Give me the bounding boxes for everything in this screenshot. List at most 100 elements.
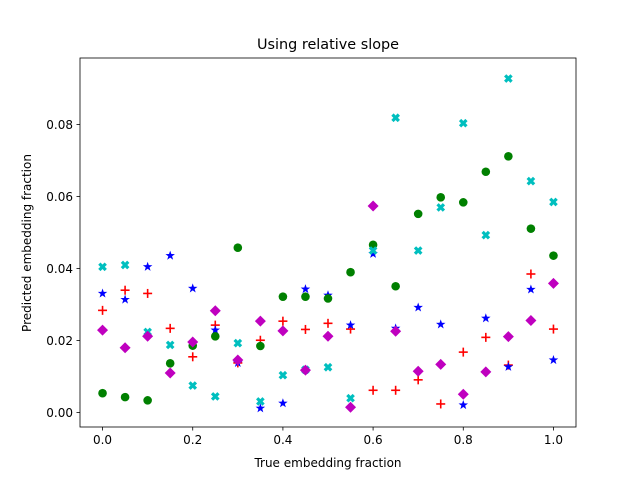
- diamond-point: [457, 388, 469, 400]
- star-point: [255, 403, 266, 413]
- x-point: [98, 262, 107, 272]
- plus-point: [526, 269, 536, 279]
- y-tick-label: 0.02: [46, 334, 73, 348]
- x-point: [391, 113, 400, 123]
- y-tick-label: 0.06: [46, 190, 73, 204]
- diamond-point: [480, 366, 492, 378]
- diamond-point: [209, 305, 221, 317]
- x-point: [368, 246, 378, 255]
- diamond-point: [435, 358, 447, 370]
- circle-point: [526, 224, 536, 233]
- plus-point: [98, 305, 108, 315]
- circle-point: [323, 294, 333, 303]
- star-point: [481, 313, 491, 323]
- star-point: [278, 398, 288, 408]
- diamond-point: [345, 401, 357, 413]
- diamond-point: [547, 277, 559, 289]
- diamond-point: [502, 331, 514, 343]
- circle-point: [481, 167, 491, 177]
- plus-point: [278, 316, 288, 326]
- plus-point: [300, 324, 310, 334]
- plus-point: [323, 318, 333, 328]
- plus-point: [391, 385, 401, 395]
- star-point: [413, 302, 423, 312]
- x-tick-label: 0.8: [454, 433, 473, 447]
- x-point: [436, 203, 446, 212]
- star-point: [435, 319, 446, 329]
- diamond-point: [119, 342, 131, 354]
- plus-point: [188, 352, 198, 362]
- circle-point: [549, 251, 558, 260]
- y-tick-label: 0.08: [46, 118, 73, 132]
- x-tick-label: 0.2: [183, 433, 202, 447]
- data-marks: [97, 74, 559, 413]
- plus-point: [436, 399, 446, 409]
- x-tick-label: 0.0: [93, 433, 112, 447]
- x-point: [481, 230, 491, 240]
- circle-point: [98, 388, 107, 398]
- diamond-point: [164, 367, 176, 379]
- star-point: [368, 248, 378, 258]
- diamond-point: [299, 364, 311, 376]
- circle-point: [436, 193, 446, 202]
- circle-point: [458, 198, 468, 207]
- circle-point: [301, 292, 310, 301]
- plus-point: [120, 285, 130, 295]
- circle-point: [346, 267, 355, 277]
- circle-point: [256, 341, 265, 351]
- diamond-point: [322, 330, 334, 342]
- x-axis-label: True embedding fraction: [253, 456, 401, 470]
- x-point: [549, 197, 558, 207]
- star-point: [526, 284, 536, 294]
- circle-point: [391, 281, 400, 291]
- x-point: [210, 392, 220, 401]
- x-point: [278, 370, 288, 380]
- star-point: [210, 325, 221, 335]
- x-point: [233, 338, 243, 348]
- diamond-point: [254, 315, 266, 327]
- diamond-point: [367, 200, 379, 212]
- plus-point: [458, 347, 468, 357]
- diamond-point: [232, 354, 244, 366]
- star-point: [97, 288, 108, 298]
- star-point: [345, 320, 356, 330]
- star-point: [142, 261, 153, 271]
- circle-point: [120, 392, 130, 402]
- y-tick-label: 0.00: [46, 406, 73, 420]
- x-point: [120, 260, 130, 270]
- chart-title: Using relative slope: [257, 37, 399, 53]
- star-point: [548, 355, 559, 365]
- circle-point: [165, 358, 175, 368]
- star-point: [165, 250, 175, 260]
- plus-point: [165, 323, 175, 333]
- plus-point: [548, 324, 558, 334]
- axes: 0.0 0.2 0.4 0.6 0.8 1.0 0.00 0.02 0.04 0.06 0.08: [46, 57, 577, 447]
- x-point: [413, 246, 423, 255]
- circle-point: [413, 209, 423, 219]
- circle-point: [504, 151, 513, 161]
- y-tick-label: 0.04: [46, 262, 73, 276]
- circle-point: [278, 292, 288, 301]
- star-point: [503, 361, 514, 371]
- diamond-point: [525, 314, 537, 326]
- diamond-point: [97, 324, 109, 336]
- plus-point: [413, 375, 423, 385]
- diamond-point: [277, 325, 289, 337]
- diamond-point: [412, 365, 424, 377]
- star-point: [120, 294, 130, 304]
- x-tick-label: 0.6: [364, 433, 383, 447]
- x-point: [504, 74, 513, 83]
- circle-point: [210, 331, 220, 341]
- x-point: [458, 118, 468, 128]
- y-axis-label: Predicted embedding fraction: [20, 154, 34, 332]
- plus-point: [481, 332, 491, 342]
- diamond-point: [390, 325, 402, 337]
- circle-point: [143, 396, 152, 405]
- x-tick-label: 1.0: [544, 433, 563, 447]
- star-point: [187, 283, 198, 293]
- x-tick-label: 0.4: [273, 433, 292, 447]
- x-point: [165, 340, 175, 350]
- x-point: [188, 381, 198, 390]
